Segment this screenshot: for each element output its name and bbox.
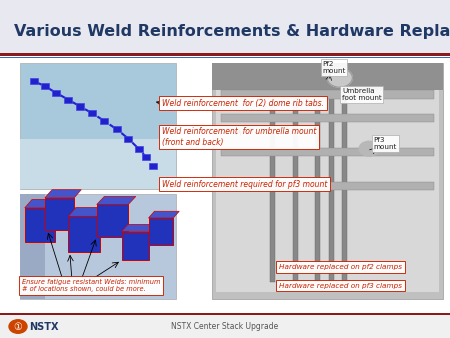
Bar — [220, 114, 434, 122]
Bar — [45, 198, 74, 230]
Polygon shape — [97, 196, 136, 204]
Bar — [20, 63, 176, 189]
Text: Hardware replaced on pf3 clamps: Hardware replaced on pf3 clamps — [279, 283, 402, 289]
Bar — [142, 154, 150, 160]
Bar — [52, 90, 60, 96]
Bar — [0, 315, 450, 338]
Polygon shape — [122, 224, 155, 232]
Text: Weld reinforcement required for pf3 mount: Weld reinforcement required for pf3 moun… — [162, 180, 328, 189]
Circle shape — [9, 320, 27, 333]
Bar — [25, 208, 55, 242]
Bar — [292, 96, 298, 282]
Bar — [212, 63, 443, 90]
Text: Weld reinforcement  for umbrella mount
(front and back): Weld reinforcement for umbrella mount (f… — [162, 127, 316, 147]
Bar — [88, 110, 96, 116]
Polygon shape — [148, 211, 179, 218]
Bar — [212, 63, 443, 299]
Bar — [113, 126, 121, 132]
Polygon shape — [25, 199, 63, 208]
Bar — [220, 182, 434, 190]
Text: ①: ① — [14, 321, 22, 332]
Bar — [30, 78, 38, 84]
Bar — [135, 146, 143, 152]
Text: Pf2
mount: Pf2 mount — [322, 61, 346, 74]
Text: Umbrella
foot mount: Umbrella foot mount — [342, 88, 382, 101]
Text: Various Weld Reinforcements & Hardware Replacement: Various Weld Reinforcements & Hardware R… — [14, 24, 450, 39]
Bar — [0, 57, 450, 58]
Bar — [122, 232, 148, 260]
Polygon shape — [45, 190, 81, 198]
Bar — [149, 163, 157, 169]
Bar — [342, 96, 347, 282]
Circle shape — [359, 141, 379, 156]
Bar — [148, 218, 173, 245]
Bar — [0, 313, 450, 315]
Bar — [124, 136, 132, 142]
Bar — [0, 0, 450, 54]
Bar — [0, 53, 450, 56]
Text: Pf3
mount: Pf3 mount — [374, 137, 397, 150]
Bar — [270, 96, 275, 282]
Bar — [20, 139, 176, 189]
Bar — [76, 103, 84, 110]
Bar — [220, 148, 434, 156]
Bar — [328, 96, 334, 282]
Bar — [97, 204, 128, 237]
Bar — [20, 194, 45, 299]
Text: Hardware replaced on pf2 clamps: Hardware replaced on pf2 clamps — [279, 264, 402, 270]
Bar — [216, 90, 439, 292]
Bar — [68, 216, 100, 252]
Text: NSTX Center Stack Upgrade: NSTX Center Stack Upgrade — [171, 322, 279, 331]
Text: Weld reinforcement  for (2) dome rib tabs.: Weld reinforcement for (2) dome rib tabs… — [162, 99, 324, 107]
Bar — [20, 194, 176, 299]
Circle shape — [327, 68, 352, 87]
Bar — [220, 90, 434, 99]
Bar — [100, 118, 108, 124]
Bar — [315, 96, 320, 282]
Text: Ensure fatigue resistant Welds: minimum
# of locations shown, could be more.: Ensure fatigue resistant Welds: minimum … — [22, 279, 160, 292]
Bar — [64, 97, 72, 103]
Text: NSTX: NSTX — [29, 321, 59, 332]
Polygon shape — [68, 208, 108, 216]
Bar — [41, 83, 49, 89]
